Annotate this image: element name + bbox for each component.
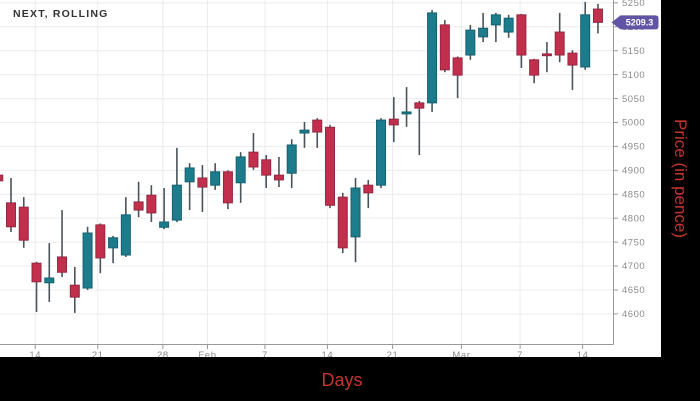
- candle-down: [18, 206, 29, 241]
- candle-down: [325, 126, 335, 206]
- x-tick-label: 14: [322, 350, 334, 357]
- candle-down: [541, 53, 552, 57]
- candlestick-plot[interactable]: 4600 4650 4700 4750 4800 4850 4900 4950 5000 5050…: [0, 0, 661, 357]
- x-tick-label: 14: [29, 350, 41, 357]
- x-tick-label: 14: [577, 350, 589, 357]
- candle-down: [0, 174, 4, 182]
- candle-up: [120, 214, 131, 256]
- x-axis-title: Days: [321, 369, 363, 390]
- x-tick-label: Mar: [452, 350, 470, 357]
- chart-title: NEXT, ROLLING: [13, 8, 109, 20]
- y-tick-label: 4650: [622, 285, 645, 296]
- candle-down: [57, 256, 68, 273]
- candle-down: [452, 57, 463, 76]
- chart-panel: 4600 4650 4700 4750 4800 4850 4900 4950 5000 5050…: [0, 0, 661, 357]
- candle-up: [427, 12, 438, 104]
- candle-up: [503, 17, 514, 33]
- y-tick-label: 4900: [622, 166, 645, 177]
- y-tick-label: 4700: [622, 261, 645, 272]
- candle-down: [414, 102, 425, 109]
- candle-up: [376, 119, 387, 186]
- x-tick-label: Feb: [198, 350, 216, 357]
- y-tick-label: 4800: [622, 213, 645, 224]
- y-tick-label: 4750: [622, 237, 645, 248]
- y-axis-title: Price (in pence): [671, 118, 690, 239]
- candle-up: [478, 27, 489, 38]
- last-price-tag: 5209.3: [611, 15, 659, 30]
- candle-down: [312, 119, 323, 133]
- y-tick-label: 5100: [622, 70, 645, 81]
- candle-down: [248, 151, 259, 168]
- candle-down: [133, 201, 144, 211]
- candle-down: [222, 171, 233, 204]
- y-tick-label: 5250: [622, 0, 645, 9]
- candle-down: [261, 159, 272, 176]
- candle-up: [580, 14, 591, 68]
- candle-down: [273, 174, 284, 181]
- candle-up: [210, 171, 221, 186]
- candle-up: [350, 187, 361, 238]
- candle-down: [95, 224, 106, 259]
- candle-down: [516, 14, 527, 56]
- candle-up: [82, 232, 93, 289]
- candle-up: [401, 111, 412, 115]
- y-tick-label: 5050: [622, 94, 645, 105]
- candle-up: [286, 144, 297, 174]
- candle-down: [31, 262, 42, 283]
- candle-up: [44, 277, 55, 284]
- y-tick-label: 4950: [622, 142, 645, 153]
- y-tick-label: 4600: [622, 309, 645, 320]
- candle-down: [388, 118, 399, 126]
- candle-up: [159, 221, 170, 228]
- candle-down: [592, 8, 603, 23]
- x-tick-label: 21: [92, 350, 104, 357]
- candle-down: [6, 202, 16, 228]
- tag-shape: [611, 15, 659, 30]
- candle-up: [184, 167, 195, 183]
- candle-down: [529, 59, 540, 76]
- candle-up: [171, 184, 182, 221]
- x-tick-label: 7: [517, 350, 523, 357]
- x-tick-label: 7: [262, 350, 268, 357]
- candle-down: [146, 194, 157, 214]
- candle-up: [235, 156, 246, 184]
- tag-label: 5209.3: [626, 18, 654, 28]
- y-tick-label: 4850: [622, 189, 645, 200]
- y-tick-label: 5000: [622, 118, 645, 129]
- x-tick-label: 28: [157, 350, 169, 357]
- candle-up: [490, 14, 501, 26]
- candle-down: [554, 31, 565, 56]
- candle-up: [299, 129, 310, 134]
- candle-up: [108, 237, 119, 249]
- candle-down: [197, 177, 208, 188]
- plot-generated-layers: 4600 4650 4700 4750 4800 4850 4900 4950 5000 5050…: [0, 0, 645, 357]
- candle-down: [69, 284, 80, 298]
- candle-down: [337, 196, 348, 249]
- x-tick-label: 21: [387, 350, 399, 357]
- candle-down: [363, 184, 374, 194]
- candle-down: [439, 24, 450, 71]
- candle-up: [465, 29, 476, 56]
- y-tick-label: 5150: [622, 46, 645, 57]
- candle-down: [567, 52, 578, 66]
